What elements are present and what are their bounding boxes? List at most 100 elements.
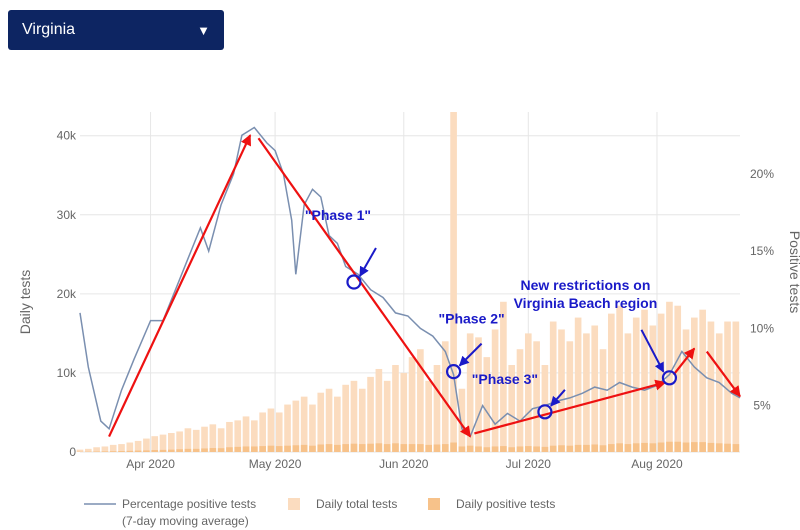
- positive-tests-bar: [475, 446, 482, 452]
- x-tick-label: Apr 2020: [126, 457, 175, 471]
- positive-tests-bar: [500, 446, 507, 452]
- positive-tests-bar: [599, 445, 607, 452]
- total-tests-bar: [168, 433, 175, 452]
- total-tests-bar: [574, 317, 582, 452]
- event-marker: [445, 364, 462, 380]
- positive-tests-bar: [309, 445, 316, 452]
- event-pointer: [550, 389, 566, 407]
- legend-label-total: Daily total tests: [316, 497, 397, 511]
- positive-tests-bar: [491, 446, 499, 452]
- state-selector-value: Virginia: [22, 21, 76, 38]
- positive-tests-bar: [109, 451, 117, 452]
- positive-tests-bar: [392, 443, 399, 452]
- positive-tests-bar: [358, 444, 366, 452]
- legend-label-line: Percentage positive tests: [122, 497, 256, 511]
- total-tests-bar: [217, 428, 225, 452]
- event-pointer: [359, 247, 377, 277]
- total-tests-bar: [342, 384, 349, 452]
- x-tick-label: May 2020: [249, 457, 302, 471]
- positive-rate-line: [79, 126, 741, 438]
- positive-tests-bar: [641, 442, 648, 452]
- positive-tests-bar: [715, 443, 723, 452]
- total-tests-bar: [466, 333, 474, 452]
- positive-tests-bar: [292, 445, 300, 452]
- total-tests-bar: [325, 388, 333, 452]
- positive-tests-bar: [101, 451, 109, 452]
- total-tests-bar: [408, 357, 416, 452]
- positive-tests-bar: [732, 444, 740, 452]
- positive-tests-bar: [375, 443, 383, 452]
- total-tests-bar: [508, 365, 516, 452]
- event-label: "Phase 2": [438, 311, 504, 327]
- y-left-tick-label: 20k: [57, 287, 77, 301]
- total-tests-bar: [599, 349, 607, 452]
- total-tests-bar: [425, 380, 432, 452]
- total-tests-bar: [309, 404, 316, 452]
- positive-tests-bar: [682, 442, 690, 452]
- total-tests-bar: [300, 396, 308, 452]
- legend-label-positive: Daily positive tests: [456, 497, 555, 511]
- event-marker: [346, 274, 362, 290]
- total-tests-bar: [334, 396, 341, 452]
- positive-tests-bar: [242, 446, 250, 452]
- positive-tests-bar: [616, 443, 623, 452]
- positive-tests-bar: [383, 444, 391, 452]
- positive-tests-bar: [516, 446, 524, 452]
- total-tests-bar: [566, 341, 574, 452]
- positive-tests-bar: [168, 449, 175, 452]
- total-tests-bar: [583, 333, 590, 452]
- total-tests-bar: [458, 388, 466, 452]
- bars: [76, 112, 740, 452]
- total-tests-bar: [491, 329, 499, 452]
- positive-tests-bar: [251, 446, 258, 452]
- total-tests-bar: [375, 368, 383, 452]
- total-tests-bar: [715, 333, 723, 452]
- state-selector[interactable]: Virginia ▼: [8, 10, 224, 50]
- legend: Percentage positive tests (7-day moving a…: [84, 497, 555, 528]
- positive-tests-bar: [591, 444, 599, 452]
- positive-tests-bar: [608, 444, 615, 452]
- positive-tests-bar: [300, 444, 308, 452]
- positive-tests-bar: [699, 442, 706, 452]
- total-tests-bar: [516, 349, 524, 452]
- total-tests-bar: [84, 448, 92, 452]
- trend-arrow: [474, 379, 667, 435]
- total-tests-bar: [192, 429, 200, 452]
- positive-tests-bar: [209, 448, 217, 452]
- total-tests-bar: [441, 341, 449, 452]
- positive-tests-bar: [549, 445, 557, 452]
- total-tests-bar: [691, 317, 698, 452]
- trend-arrow: [672, 347, 696, 376]
- positive-tests-bar: [524, 446, 532, 452]
- total-tests-bar: [93, 447, 100, 452]
- total-tests-bar: [251, 420, 258, 452]
- y-left-tick-label: 30k: [57, 208, 77, 222]
- legend-sublabel-line: (7-day moving average): [122, 514, 249, 528]
- gridlines: [80, 112, 740, 453]
- positive-tests-bar: [674, 441, 682, 452]
- event-label: New restrictions on: [520, 277, 650, 293]
- total-tests-bar: [450, 112, 457, 452]
- positive-tests-bar: [284, 445, 291, 452]
- positive-tests-bar: [458, 446, 466, 452]
- x-tick-label: Jun 2020: [379, 457, 429, 471]
- positive-tests-bar: [574, 444, 582, 452]
- positive-tests-bar: [126, 450, 134, 452]
- y-right-tick-label: 20%: [750, 167, 774, 181]
- total-tests-bar: [417, 349, 424, 452]
- total-tests-bar: [259, 412, 266, 452]
- y-right-tick-label: 15%: [750, 244, 774, 258]
- total-tests-bar: [201, 426, 208, 452]
- total-tests-bar: [383, 380, 391, 452]
- total-tests-bar: [641, 309, 648, 452]
- annotations: "Phase 1" "Phase 2" "Phase 3" New restricti…: [108, 134, 741, 438]
- total-tests-bar: [367, 376, 374, 452]
- axes: 0 10k 20k 30k 40k Apr 2020 May 2020 Jun 2020 Jul…: [17, 129, 800, 471]
- y-left-tick-label: 40k: [57, 129, 77, 143]
- event-marker: [537, 404, 553, 420]
- positive-tests-bar: [666, 441, 673, 452]
- total-tests-bar: [608, 313, 615, 452]
- total-tests-bar: [159, 434, 167, 452]
- positive-tests-bar: [508, 447, 516, 452]
